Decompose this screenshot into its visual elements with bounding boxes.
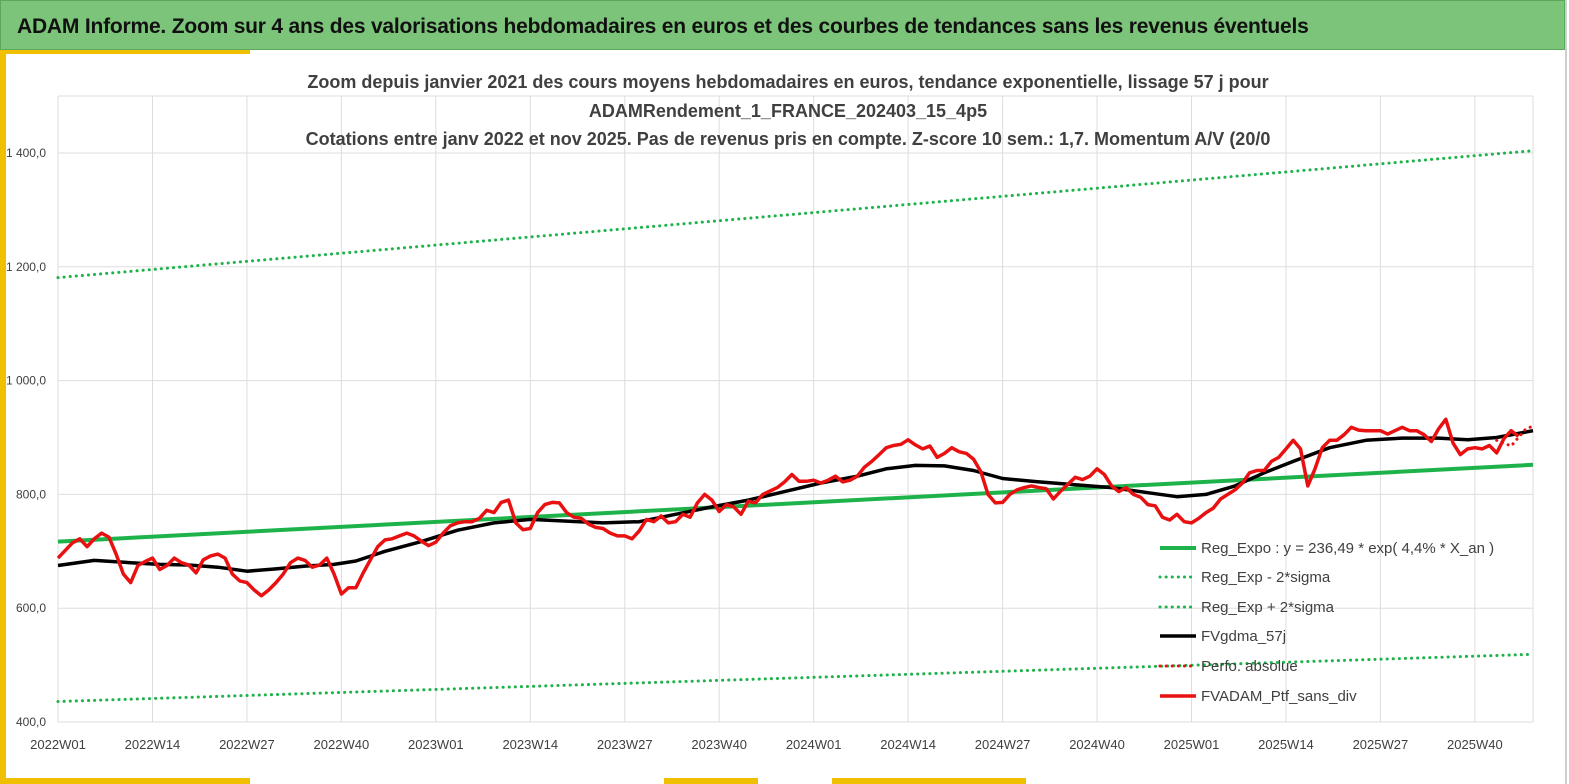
legend-label: Reg_Exp - 2*sigma <box>1201 569 1331 586</box>
y-tick-label: 1 200,0 <box>6 260 46 274</box>
page-title: ADAM Informe. Zoom sur 4 ans des valoris… <box>17 15 1309 38</box>
legend-label: FVgdma_57j <box>1201 628 1286 645</box>
legend-label: Perfo. absolue <box>1201 658 1298 675</box>
chart-grid <box>57 95 1534 723</box>
x-tick-label: 2025W40 <box>1447 737 1503 752</box>
legend-label: FVADAM_Ptf_sans_div <box>1201 688 1357 705</box>
chart-legend: Reg_Expo : y = 236,49 * exp( 4,4% * X_an… <box>1158 540 1494 705</box>
x-tick-label: 2023W40 <box>691 737 747 752</box>
legend-label: Reg_Expo : y = 236,49 * exp( 4,4% * X_an… <box>1201 540 1494 557</box>
series-line-2 <box>56 149 1535 280</box>
accent-bar-left <box>0 50 6 780</box>
x-tick-label: 2023W14 <box>502 737 558 752</box>
chart-title-line-2: ADAMRendement_1_FRANCE_202403_15_4p5 <box>589 101 987 121</box>
legend-label: Reg_Exp + 2*sigma <box>1201 599 1335 616</box>
accent-bar-bottom-mid <box>664 778 758 784</box>
y-axis: 400,0 600,0 800,0 1 000,0 1 200,0 1 400,0 <box>6 146 46 729</box>
chart-title-line-1: Zoom depuis janvier 2021 des cours moyen… <box>307 72 1268 92</box>
series-line-5 <box>56 417 1520 598</box>
x-tick-label: 2023W27 <box>597 737 653 752</box>
x-tick-label: 2022W27 <box>219 737 275 752</box>
x-tick-label: 2024W14 <box>880 737 936 752</box>
x-tick-label: 2024W01 <box>786 737 842 752</box>
x-tick-label: 2025W27 <box>1353 737 1409 752</box>
x-tick-label: 2025W14 <box>1258 737 1314 752</box>
chart-series <box>56 149 1535 703</box>
accent-bar-top <box>6 50 250 54</box>
y-tick-label: 800,0 <box>16 487 46 501</box>
y-tick-label: 1 000,0 <box>6 374 46 388</box>
series-line-0 <box>57 462 1534 544</box>
chart-title: Zoom depuis janvier 2021 des cours moyen… <box>306 72 1271 149</box>
x-axis: 2022W01 2022W14 2022W27 2022W40 2023W01 2023W… <box>30 737 1503 752</box>
series-line-1 <box>56 652 1535 703</box>
frame-border-right <box>1565 0 1567 784</box>
x-tick-label: 2025W01 <box>1164 737 1220 752</box>
series-line-4 <box>1495 424 1535 448</box>
chart-area: Zoom depuis janvier 2021 des cours moyen… <box>6 72 1535 752</box>
accent-bar-bottom-right <box>832 778 1026 784</box>
x-tick-label: 2022W40 <box>314 737 370 752</box>
x-tick-label: 2022W01 <box>30 737 86 752</box>
x-tick-label: 2023W01 <box>408 737 464 752</box>
y-tick-label: 1 400,0 <box>6 146 46 160</box>
accent-bar-bottom <box>0 778 250 784</box>
x-tick-label: 2024W27 <box>975 737 1031 752</box>
series-line-3 <box>57 428 1534 573</box>
header-banner: ADAM Informe. Zoom sur 4 ans des valoris… <box>0 0 1565 50</box>
x-tick-label: 2022W14 <box>125 737 181 752</box>
chart-title-line-3: Cotations entre janv 2022 et nov 2025. P… <box>306 129 1271 149</box>
y-tick-label: 400,0 <box>16 715 46 729</box>
y-tick-label: 600,0 <box>16 601 46 615</box>
x-tick-label: 2024W40 <box>1069 737 1125 752</box>
